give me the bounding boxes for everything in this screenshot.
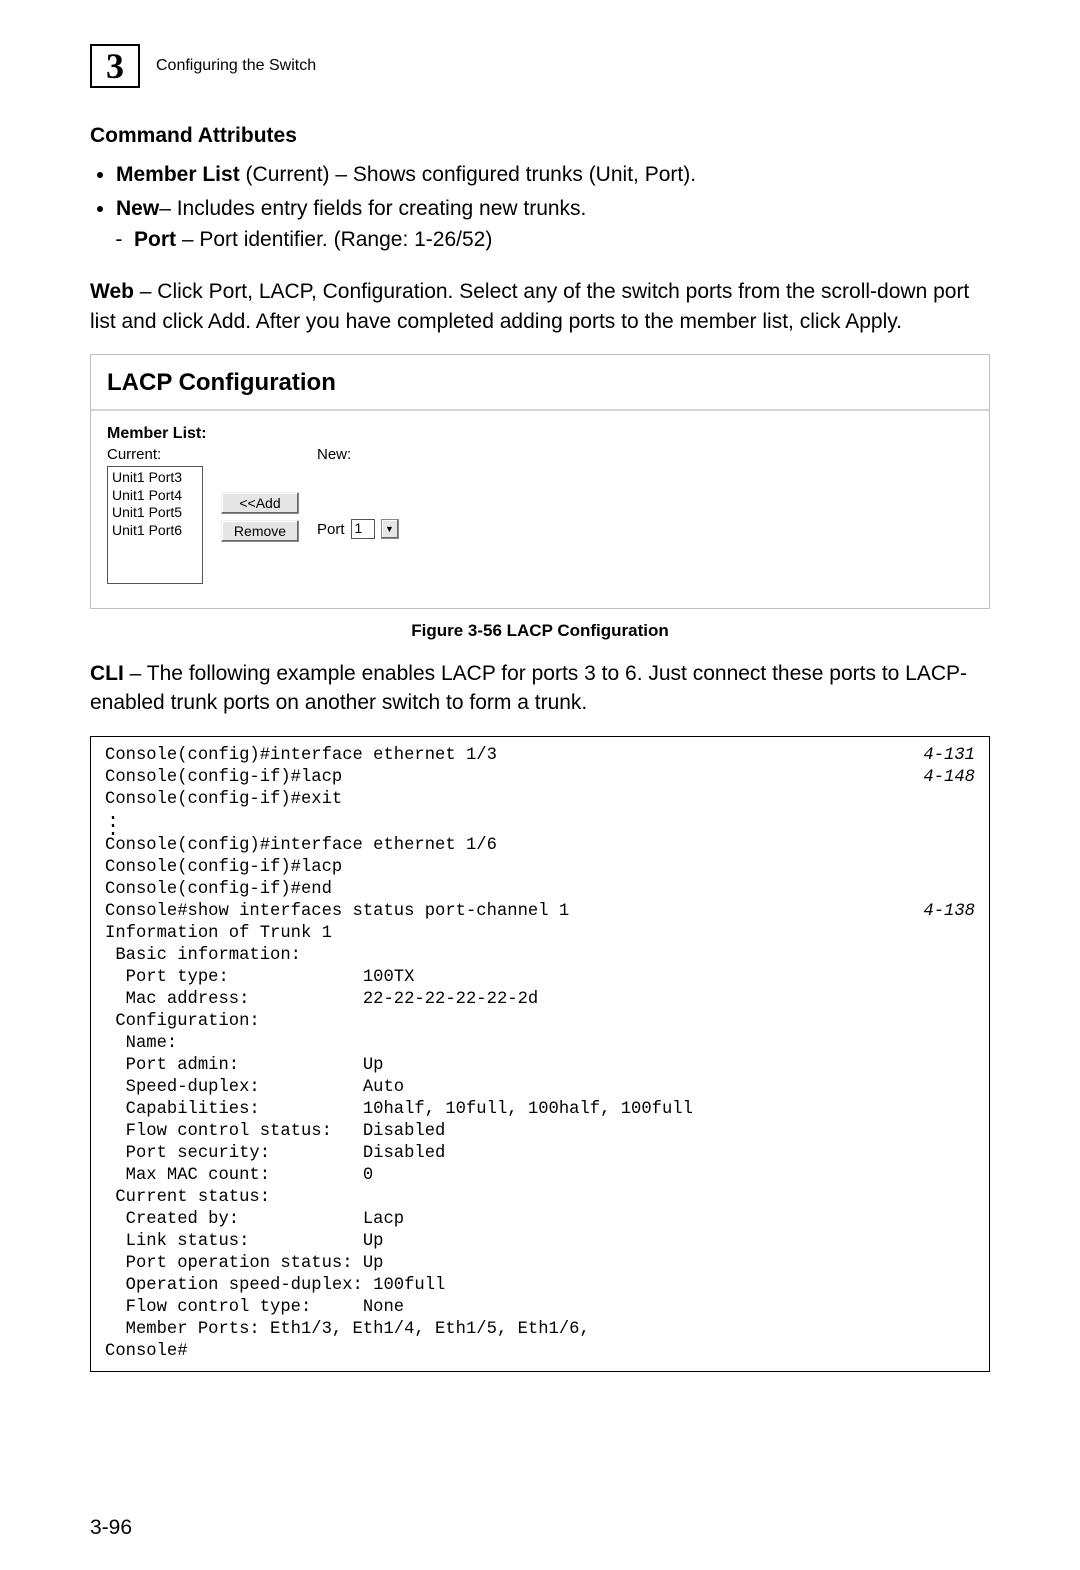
cli-ref: 4-138	[923, 901, 975, 923]
cli-text: Console(config-if)#exit	[105, 789, 342, 811]
listbox-item[interactable]: Unit1 Port4	[112, 487, 198, 505]
web-rest: – Click Port, LACP, Configuration. Selec…	[90, 280, 969, 332]
cli-text: Console(config-if)#lacp	[105, 857, 342, 879]
cli-text: Capabilities: 10half, 10full, 100half, 1…	[105, 1099, 693, 1121]
new-desc: – Includes entry fields for creating new…	[159, 197, 586, 220]
listbox-item[interactable]: Unit1 Port5	[112, 504, 198, 522]
port-input[interactable]: 1	[351, 519, 375, 539]
list-item: New– Includes entry fields for creating …	[116, 194, 990, 255]
cli-text: Console#show interfaces status port-chan…	[105, 901, 569, 923]
add-button[interactable]: <<Add	[221, 492, 299, 514]
command-attributes-heading: Command Attributes	[90, 124, 990, 148]
cli-text: Basic information:	[105, 945, 301, 967]
web-paragraph: Web – Click Port, LACP, Configuration. S…	[90, 277, 990, 336]
list-item: Port – Port identifier. (Range: 1-26/52)	[134, 225, 990, 255]
button-column: <<Add Remove	[221, 492, 299, 542]
cli-text: Port admin: Up	[105, 1055, 383, 1077]
cli-text: Flow control status: Disabled	[105, 1121, 445, 1143]
chapter-title: Configuring the Switch	[156, 57, 316, 75]
member-list-label: Member List	[116, 163, 240, 186]
listbox-item[interactable]: Unit1 Port3	[112, 469, 198, 487]
cli-rest: – The following example enables LACP for…	[90, 662, 967, 714]
cli-text: Created by: Lacp	[105, 1209, 404, 1231]
cli-lead: CLI	[90, 662, 124, 685]
current-listbox[interactable]: Unit1 Port3 Unit1 Port4 Unit1 Port5 Unit…	[107, 466, 203, 584]
member-list-heading: Member List:	[107, 425, 973, 443]
cli-text: Flow control type: None	[105, 1297, 404, 1319]
new-label: New	[116, 197, 159, 220]
sub-bullet-list: Port – Port identifier. (Range: 1-26/52)	[134, 225, 990, 255]
member-list-desc: – Shows configured trunks (Unit, Port).	[335, 163, 696, 186]
listbox-item[interactable]: Unit1 Port6	[112, 522, 198, 540]
chapter-number-box: 3	[90, 44, 140, 88]
page-header: 3 Configuring the Switch	[90, 44, 990, 88]
cli-output-block: Console(config)#interface ethernet 1/3 4-…	[90, 736, 990, 1372]
cli-text: Speed-duplex: Auto	[105, 1077, 404, 1099]
cli-dots: . . .	[105, 811, 975, 835]
cli-text: Console#	[105, 1341, 188, 1363]
current-label: Current:	[107, 446, 203, 463]
cli-text: Console(config)#interface ethernet 1/6	[105, 835, 497, 857]
lacp-config-panel: LACP Configuration Member List: Current:…	[90, 354, 990, 609]
chevron-down-icon: ▼	[385, 524, 394, 534]
cli-text: Operation speed-duplex: 100full	[105, 1275, 445, 1297]
cli-text: Link status: Up	[105, 1231, 383, 1253]
cli-text: Name:	[105, 1033, 177, 1055]
lacp-panel-title: LACP Configuration	[91, 355, 989, 411]
port-dropdown-button[interactable]: ▼	[381, 519, 399, 539]
page-number: 3-96	[90, 1516, 132, 1540]
cli-text: Port type: 100TX	[105, 967, 414, 989]
cli-text: Member Ports: Eth1/3, Eth1/4, Eth1/5, Et…	[105, 1319, 590, 1341]
cli-text: Max MAC count: 0	[105, 1165, 373, 1187]
cli-text: Port security: Disabled	[105, 1143, 445, 1165]
remove-button[interactable]: Remove	[221, 520, 299, 542]
new-column: New: Port 1 ▼	[317, 446, 399, 539]
cli-text: Current status:	[105, 1187, 270, 1209]
port-desc: – Port identifier. (Range: 1-26/52)	[176, 228, 492, 251]
cli-text: Console(config)#interface ethernet 1/3	[105, 745, 497, 767]
command-attributes-list: Member List (Current) – Shows configured…	[90, 160, 990, 255]
cli-text: Information of Trunk 1	[105, 923, 332, 945]
cli-text: Console(config-if)#end	[105, 879, 332, 901]
cli-text: Configuration:	[105, 1011, 260, 1033]
current-column: Current: Unit1 Port3 Unit1 Port4 Unit1 P…	[107, 446, 203, 584]
figure-caption: Figure 3-56 LACP Configuration	[90, 621, 990, 641]
cli-text: Console(config-if)#lacp	[105, 767, 342, 789]
cli-text: Port operation status: Up	[105, 1253, 383, 1275]
port-field-label: Port	[317, 521, 345, 538]
web-lead: Web	[90, 280, 134, 303]
list-item: Member List (Current) – Shows configured…	[116, 160, 990, 190]
member-list-paren: (Current)	[240, 163, 336, 186]
port-label: Port	[134, 228, 176, 251]
cli-paragraph: CLI – The following example enables LACP…	[90, 659, 990, 718]
new-label-col: New:	[317, 446, 399, 463]
cli-ref: 4-148	[923, 767, 975, 789]
cli-ref: 4-131	[923, 745, 975, 767]
cli-text: Mac address: 22-22-22-22-22-2d	[105, 989, 538, 1011]
